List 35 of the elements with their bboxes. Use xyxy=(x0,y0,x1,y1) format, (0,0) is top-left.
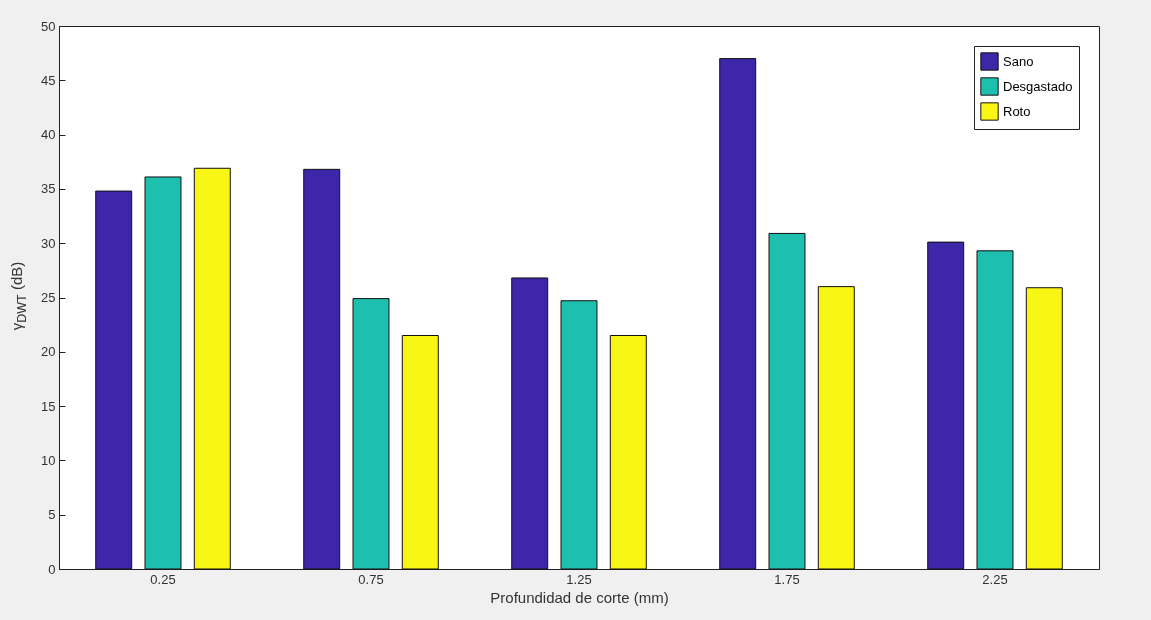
y-tick-label: 30 xyxy=(41,235,56,251)
bar xyxy=(817,286,855,570)
x-tick-label: 2.25 xyxy=(982,571,1008,587)
bar xyxy=(560,300,598,570)
bar xyxy=(95,190,133,570)
x-tick-label: 0.25 xyxy=(150,571,176,587)
x-axis-title: Profundidad de corte (mm) xyxy=(490,588,669,606)
bar xyxy=(401,335,439,570)
bar xyxy=(193,167,231,570)
bar xyxy=(352,298,390,570)
legend-label: Roto xyxy=(1003,103,1031,119)
legend-label: Desgastado xyxy=(1003,78,1073,94)
bar xyxy=(719,58,757,570)
bar xyxy=(976,250,1014,570)
y-tick-label: 0 xyxy=(48,561,56,577)
y-tick-label: 5 xyxy=(48,507,56,523)
y-tick-label: 35 xyxy=(41,181,56,197)
bar xyxy=(303,168,341,570)
y-tick-label: 25 xyxy=(41,290,56,305)
x-tick-label: 1.75 xyxy=(774,571,800,587)
y-tick-label: 45 xyxy=(41,72,56,88)
bar xyxy=(511,277,549,570)
bar xyxy=(144,176,182,570)
bar xyxy=(1025,287,1063,570)
x-tick-label: 0.75 xyxy=(358,571,384,587)
y-tick-label: 50 xyxy=(41,18,56,34)
y-tick-label: 15 xyxy=(41,398,56,414)
bar xyxy=(609,335,647,570)
y-tick-label: 10 xyxy=(41,452,56,468)
legend-label: Sano xyxy=(1003,53,1034,69)
bar xyxy=(927,241,965,570)
y-tick-label: 40 xyxy=(41,127,56,143)
x-tick-label: 1.25 xyxy=(566,571,592,587)
bar xyxy=(768,232,806,570)
y-tick-label: 20 xyxy=(41,344,56,360)
